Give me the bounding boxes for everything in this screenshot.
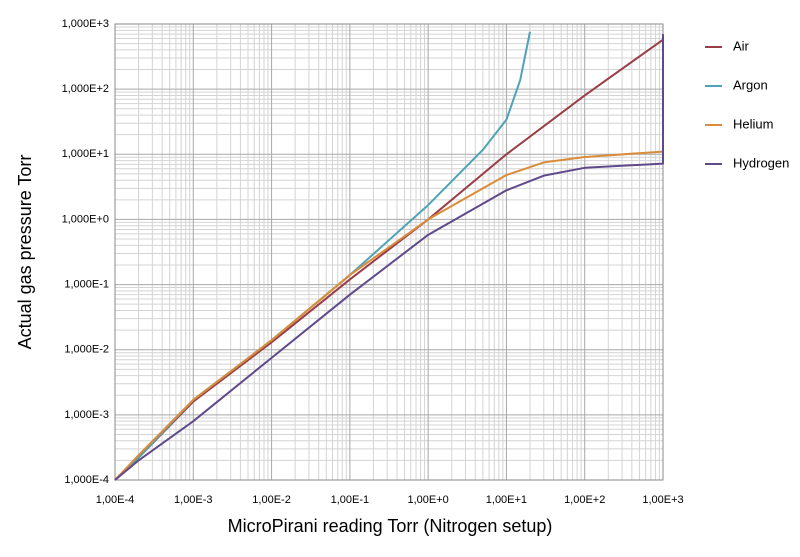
x-tick-label: 1,00E-1 (331, 494, 370, 506)
y-tick-label: 1,000E-2 (64, 344, 109, 356)
series-line (114, 34, 664, 481)
legend-label: Air (733, 38, 750, 53)
x-tick-label: 1,00E+2 (564, 494, 605, 506)
legend-label: Argon (733, 77, 768, 92)
series-line (114, 150, 664, 481)
y-tick-label: 1,000E+1 (62, 148, 109, 160)
y-tick-label: 1,000E+2 (62, 83, 109, 95)
x-tick-label: 1,00E+3 (642, 494, 683, 506)
x-axis-title: MicroPirani reading Torr (Nitrogen setup… (228, 516, 553, 536)
y-tick-label: 1,000E-3 (64, 409, 109, 421)
legend-label: Hydrogen (733, 155, 789, 170)
plot-border (114, 23, 664, 481)
y-axis-title: Actual gas pressure Torr (15, 155, 35, 350)
x-tick-label: 1,00E-4 (96, 494, 135, 506)
x-tick-label: 1,00E+1 (486, 494, 527, 506)
y-tick-label: 1,000E+0 (62, 213, 109, 225)
legend-label: Helium (733, 116, 773, 131)
x-tick-label: 1,00E+0 (407, 494, 448, 506)
y-tick-label: 1,000E+3 (62, 18, 109, 30)
y-tick-label: 1,000E-4 (64, 474, 109, 486)
x-tick-label: 1,00E-3 (174, 494, 213, 506)
y-tick-label: 1,000E-1 (64, 278, 109, 290)
x-tick-label: 1,00E-2 (252, 494, 291, 506)
